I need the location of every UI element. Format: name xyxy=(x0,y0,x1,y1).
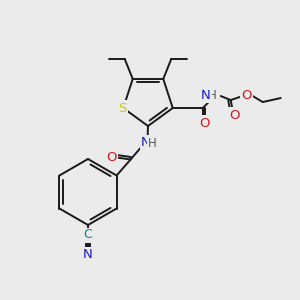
Text: S: S xyxy=(118,101,127,115)
Text: O: O xyxy=(106,151,117,164)
Text: N: N xyxy=(201,88,211,101)
Text: H: H xyxy=(208,88,217,101)
Text: O: O xyxy=(242,88,252,101)
Text: H: H xyxy=(148,137,157,150)
Text: N: N xyxy=(83,248,93,262)
Text: N: N xyxy=(141,136,151,149)
Text: O: O xyxy=(200,116,210,130)
Text: C: C xyxy=(84,229,92,242)
Text: O: O xyxy=(230,109,240,122)
